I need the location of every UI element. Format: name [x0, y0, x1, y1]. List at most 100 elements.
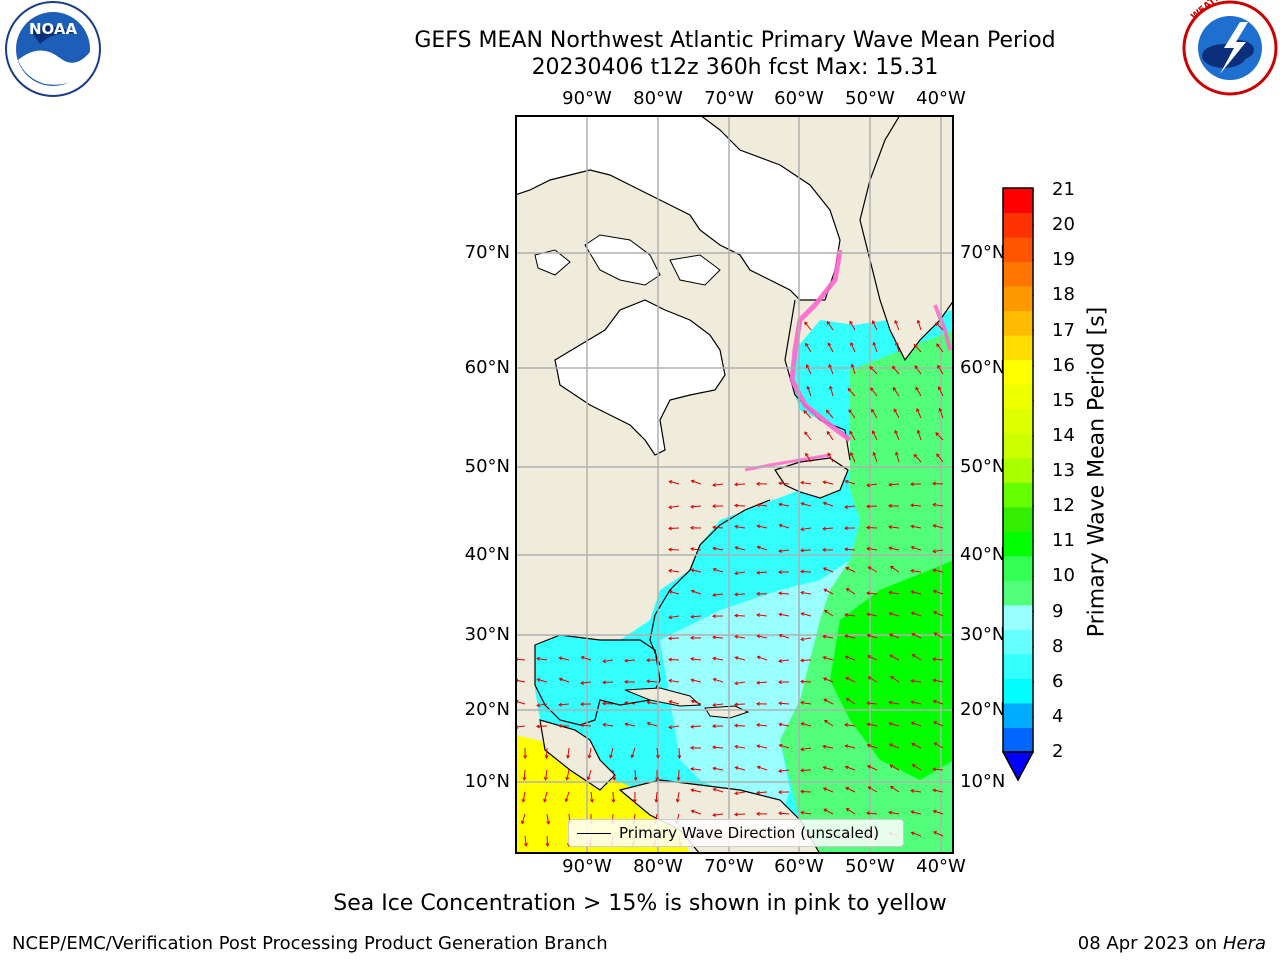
colorbar-segment — [1003, 531, 1033, 557]
wave-arrow-head — [866, 701, 870, 706]
wave-arrow-head — [587, 754, 592, 759]
wave-arrow-head — [845, 588, 850, 592]
wave-arrow-head — [734, 503, 738, 508]
wave-arrow — [889, 701, 900, 705]
wave-arrow-head — [805, 342, 809, 347]
wave-arrow-head — [866, 525, 870, 530]
wave-arrow-head — [866, 743, 871, 748]
wave-arrow-head — [845, 566, 850, 571]
lat-label-left: 70°N — [464, 242, 510, 263]
wave-arrow-head — [690, 614, 694, 619]
wave-arrow-head — [800, 789, 804, 794]
wave-arrow-head — [690, 745, 694, 750]
wave-arrow-head — [712, 482, 717, 487]
wave-arrow-head — [888, 546, 893, 551]
wave-arrow-head — [935, 432, 940, 436]
wave-arrow-head — [932, 809, 937, 814]
map-subtitle: 20230406 t12z 360h fcst Max: 15.31 — [531, 55, 939, 80]
wave-arrow — [823, 481, 834, 485]
wave-arrow-head — [888, 503, 892, 508]
wave-arrow-head — [602, 701, 606, 706]
wave-arrow — [826, 321, 834, 331]
wave-arrow-head — [866, 612, 871, 617]
colorbar-segment — [1003, 702, 1033, 728]
lat-label-right: 10°N — [960, 771, 1006, 792]
lat-label-left: 30°N — [464, 624, 510, 645]
wave-arrow — [691, 679, 702, 683]
wave-arrow-head — [646, 721, 651, 726]
wave-arrow — [800, 570, 812, 573]
wave-arrow-head — [734, 546, 739, 550]
lon-label-bottom: 80°W — [633, 856, 683, 877]
wave-arrow — [845, 567, 856, 573]
colorbar-tick-label: 15 — [1052, 389, 1075, 411]
wave-arrow-head — [800, 569, 804, 574]
colorbar-segment — [1003, 310, 1033, 336]
wave-arrow-head — [624, 722, 629, 727]
wave-arrow-head — [800, 480, 805, 485]
wave-arrow-head — [844, 744, 849, 749]
wave-arrow-head — [825, 409, 830, 414]
wave-arrow-head — [655, 777, 660, 781]
wave-arrow-head — [888, 590, 893, 595]
colorbar-tick-label: 21 — [1052, 179, 1075, 200]
wave-arrow-head — [668, 590, 673, 594]
wave-arrow — [933, 831, 944, 837]
wave-arrow — [713, 813, 724, 816]
wave-arrow-head — [712, 766, 717, 771]
colorbar-segment — [1003, 727, 1033, 753]
wave-arrow-head — [866, 504, 870, 509]
wave-arrow — [713, 568, 724, 573]
wave-arrow-head — [911, 632, 916, 637]
wave-arrow — [517, 658, 526, 661]
wave-arrow — [559, 678, 570, 683]
wave-arrow-head — [800, 679, 804, 684]
wave-arrow — [911, 790, 922, 793]
wave-arrow-head — [734, 723, 738, 728]
wave-arrow — [558, 703, 570, 706]
wave-arrow — [934, 632, 944, 639]
wave-arrow — [823, 745, 834, 749]
wave-arrow — [713, 593, 724, 596]
wave-arrow-head — [586, 776, 591, 781]
wave-arrow — [805, 453, 812, 463]
wave-arrow-head — [845, 808, 850, 812]
wave-arrow-head — [913, 343, 918, 348]
lat-label-left: 20°N — [464, 699, 510, 720]
wave-arrow — [669, 700, 680, 705]
footer-machine: Hera — [1222, 933, 1266, 954]
wave-arrow — [933, 524, 944, 529]
wave-arrow — [933, 789, 944, 793]
wave-arrow-head — [565, 776, 570, 781]
wave-arrow — [845, 745, 856, 749]
wave-arrow — [936, 453, 944, 463]
wave-arrow-head — [888, 482, 892, 487]
wave-arrow — [867, 723, 878, 727]
wave-arrow — [867, 547, 878, 551]
wave-arrow — [933, 768, 944, 771]
wave-arrow-head — [910, 721, 915, 726]
wave-arrow-head — [523, 755, 528, 759]
wave-arrow-head — [734, 744, 739, 749]
wave-arrow — [913, 344, 922, 353]
wave-arrow — [845, 635, 856, 639]
wave-arrow — [845, 724, 856, 727]
wave-arrow — [823, 766, 834, 771]
wave-arrow — [545, 747, 548, 759]
wave-arrow-head — [848, 409, 853, 413]
wave-arrow-head — [889, 675, 894, 680]
colorbar-title: Primary Wave Mean Period [s] — [1084, 306, 1110, 638]
wave-arrow-head — [756, 701, 760, 706]
wave-arrow-head — [800, 658, 804, 663]
wave-arrow-head — [624, 701, 629, 706]
colorbar-tick-label: 14 — [1052, 424, 1075, 446]
wave-arrow — [602, 681, 614, 684]
wave-arrow — [625, 723, 636, 727]
wave-arrow-head — [545, 843, 550, 847]
map-legend: Primary Wave Direction (unscaled) — [568, 819, 904, 847]
wave-arrow — [678, 747, 681, 759]
wave-arrow-head — [712, 745, 716, 750]
wave-arrow — [845, 677, 856, 683]
colorbar-segment — [1003, 678, 1033, 704]
wave-arrow-head — [712, 724, 716, 729]
